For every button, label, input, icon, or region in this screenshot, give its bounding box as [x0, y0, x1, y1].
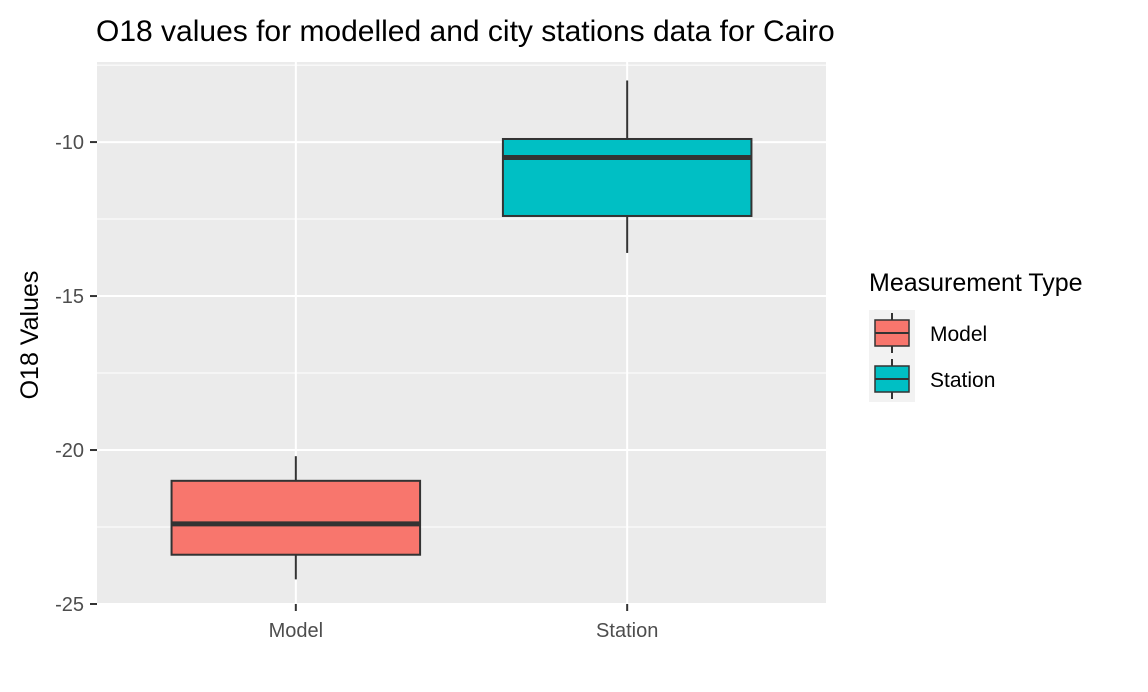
chart-title: O18 values for modelled and city station… [96, 15, 835, 48]
y-axis: -25 -20 -15 -10 [55, 132, 97, 616]
y-tick-label: -10 [55, 132, 84, 154]
legend-item-model: Model [869, 310, 987, 356]
x-tick-label: Station [596, 620, 658, 642]
box-series [170, 80, 753, 580]
legend-item-station: Station [869, 356, 995, 402]
legend-label: Model [930, 323, 987, 346]
grid-lines [97, 62, 826, 605]
y-axis-title: O18 Values [16, 271, 44, 400]
y-tick-label: -15 [55, 286, 84, 308]
interquartile-box [170, 479, 422, 556]
box-model [170, 456, 422, 580]
box-station [501, 80, 753, 253]
legend-label: Station [930, 369, 995, 392]
legend: Measurement Type Model Station [869, 269, 1083, 402]
legend-title: Measurement Type [869, 269, 1083, 297]
x-tick-label: Model [269, 620, 323, 642]
y-tick-label: -20 [55, 440, 84, 462]
x-axis: Model Station [269, 604, 658, 642]
y-tick-label: -25 [55, 594, 84, 616]
interquartile-box [501, 137, 753, 217]
